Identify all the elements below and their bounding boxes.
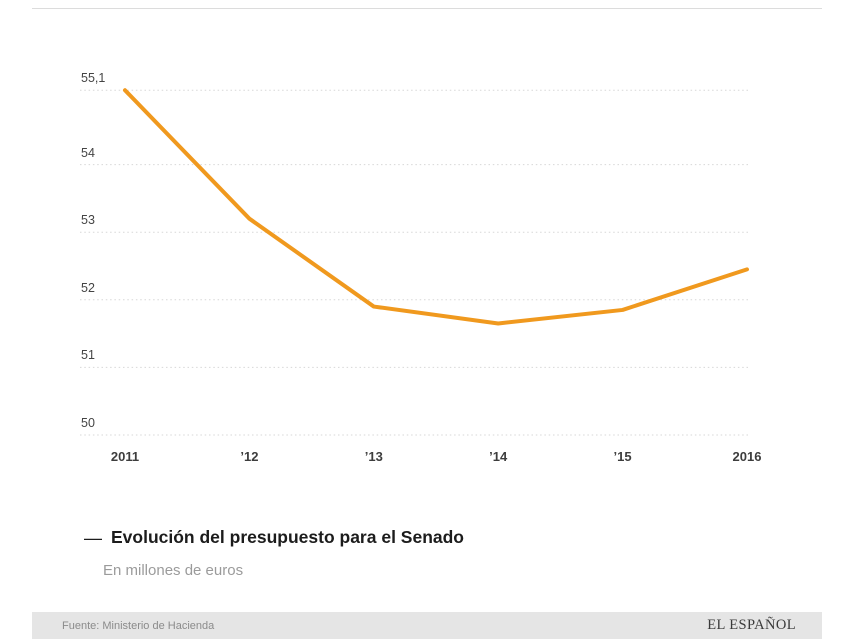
chart-title: Evolución del presupuesto para el Senado <box>111 527 464 547</box>
y-axis-tick-label: 54 <box>81 145 95 160</box>
y-axis-tick-label: 55,1 <box>81 71 106 86</box>
footer-bar: Fuente: Ministerio de Hacienda EL ESPAÑO… <box>32 612 822 639</box>
x-axis-tick-label: ’13 <box>364 449 383 464</box>
x-axis-tick-label: ’12 <box>240 449 259 464</box>
source-credit: Fuente: Ministerio de Hacienda <box>62 619 215 632</box>
y-axis-tick-label: 50 <box>81 416 95 430</box>
legend-line-marker: — <box>84 527 102 548</box>
x-axis-tick-label: ’14 <box>489 449 508 464</box>
top-divider <box>32 8 822 9</box>
legend: — Evolución del presupuesto para el Sena… <box>84 527 464 548</box>
x-axis-tick-label: 2011 <box>110 449 140 464</box>
y-axis-tick-label: 52 <box>81 280 95 295</box>
x-axis-tick-label: ’15 <box>613 449 632 464</box>
budget-line-series <box>123 88 749 326</box>
y-axis-tick-label: 51 <box>81 348 95 363</box>
chart-subtitle: En millones de euros <box>103 562 244 579</box>
x-axis-tick-label: 2016 <box>732 449 762 464</box>
brand-logo: EL ESPAÑOL <box>707 617 796 633</box>
line-chart <box>80 88 749 436</box>
y-axis-tick-label: 53 <box>81 213 95 228</box>
